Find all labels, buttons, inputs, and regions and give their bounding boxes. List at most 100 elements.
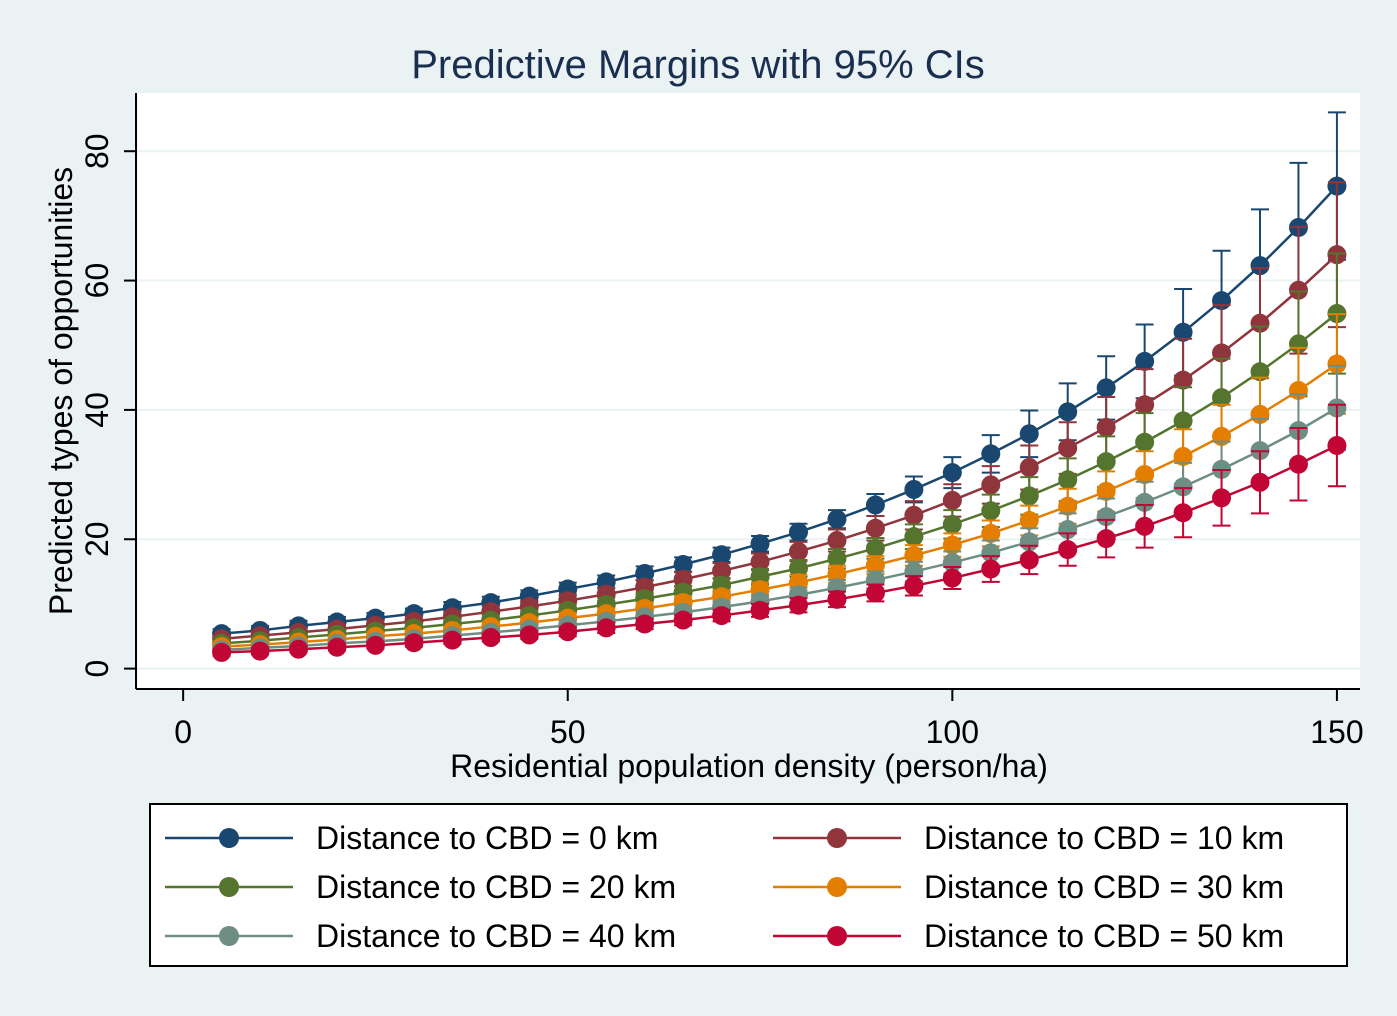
- data-point: [1096, 507, 1116, 527]
- data-point: [750, 600, 770, 620]
- data-point: [1173, 322, 1193, 342]
- x-tick-label: 0: [174, 714, 192, 750]
- data-point: [788, 522, 808, 542]
- data-point: [981, 501, 1001, 521]
- data-point: [1096, 378, 1116, 398]
- data-point: [1058, 496, 1078, 516]
- data-point: [750, 552, 770, 572]
- data-point: [1250, 472, 1270, 492]
- data-point: [827, 589, 847, 609]
- data-point: [788, 558, 808, 578]
- data-point: [904, 527, 924, 547]
- data-point: [788, 595, 808, 615]
- data-point: [1135, 516, 1155, 536]
- x-tick-label: 150: [1310, 714, 1363, 750]
- data-point: [1058, 470, 1078, 490]
- data-point: [712, 606, 732, 626]
- data-point: [865, 583, 885, 603]
- data-point: [1058, 402, 1078, 422]
- data-point: [1135, 492, 1155, 512]
- data-point: [1250, 362, 1270, 382]
- legend-marker: [219, 926, 239, 946]
- legend-label: Distance to CBD = 50 km: [924, 918, 1284, 954]
- data-point: [1019, 486, 1039, 506]
- data-point: [1019, 510, 1039, 530]
- data-point: [673, 610, 693, 630]
- data-point: [981, 559, 1001, 579]
- data-point: [1019, 424, 1039, 444]
- data-point: [1173, 446, 1193, 466]
- data-point: [1288, 454, 1308, 474]
- data-point: [788, 542, 808, 562]
- data-point: [981, 523, 1001, 543]
- data-point: [827, 509, 847, 529]
- data-point: [1212, 488, 1232, 508]
- legend-marker: [827, 926, 847, 946]
- data-point: [635, 564, 655, 584]
- data-point: [1096, 452, 1116, 472]
- y-tick-label: 20: [79, 521, 115, 557]
- data-point: [865, 555, 885, 575]
- data-point: [942, 463, 962, 483]
- data-point: [673, 554, 693, 574]
- data-point: [1019, 457, 1039, 477]
- x-tick-label: 100: [926, 714, 979, 750]
- legend-marker: [827, 828, 847, 848]
- y-tick-label: 0: [79, 660, 115, 678]
- data-point: [981, 444, 1001, 464]
- legend-item: Distance to CBD = 0 km: [165, 820, 658, 856]
- data-point: [1019, 550, 1039, 570]
- data-point: [1135, 351, 1155, 371]
- data-point: [1135, 432, 1155, 452]
- data-point: [904, 545, 924, 565]
- legend-box: [149, 803, 1348, 967]
- data-point: [1327, 354, 1347, 374]
- data-point: [904, 479, 924, 499]
- data-point: [1173, 477, 1193, 497]
- data-point: [1058, 438, 1078, 458]
- data-point: [712, 545, 732, 565]
- data-point: [904, 576, 924, 596]
- data-point: [1135, 395, 1155, 415]
- legend: Distance to CBD = 0 km Distance to CBD = …: [165, 820, 1284, 954]
- data-point: [942, 514, 962, 534]
- data-point: [289, 639, 309, 659]
- data-point: [1173, 370, 1193, 390]
- legend-label: Distance to CBD = 10 km: [924, 820, 1284, 856]
- data-point: [365, 635, 385, 655]
- legend-item: Distance to CBD = 50 km: [773, 918, 1284, 954]
- series-layer: [212, 111, 1347, 662]
- y-tick-label: 40: [79, 392, 115, 428]
- chart-title: Predictive Margins with 95% CIs: [411, 43, 985, 87]
- data-point: [1173, 411, 1193, 431]
- legend-marker: [219, 877, 239, 897]
- data-point: [750, 534, 770, 554]
- data-point: [519, 625, 539, 645]
- data-point: [1288, 280, 1308, 300]
- data-point: [865, 495, 885, 515]
- data-point: [442, 630, 462, 650]
- data-point: [1212, 343, 1232, 363]
- data-point: [481, 628, 501, 648]
- data-point: [1173, 503, 1193, 523]
- data-point: [558, 622, 578, 642]
- legend-item: Distance to CBD = 40 km: [165, 918, 676, 954]
- data-point: [865, 538, 885, 558]
- data-point: [327, 637, 347, 657]
- data-point: [712, 561, 732, 581]
- data-point: [1135, 465, 1155, 485]
- grid-lines: [137, 150, 1360, 670]
- x-axis-ticks: 0 50 100 150: [174, 689, 1364, 750]
- data-point: [1250, 313, 1270, 333]
- data-point: [827, 531, 847, 551]
- legend-item: Distance to CBD = 20 km: [165, 869, 676, 905]
- y-axis-title: Predicted types of opportunities: [43, 167, 79, 615]
- data-point: [1096, 417, 1116, 437]
- data-point: [596, 618, 616, 638]
- y-axis-ticks: 0 20 40 60 80: [79, 133, 136, 677]
- data-point: [1250, 256, 1270, 276]
- data-point: [827, 564, 847, 584]
- data-point: [865, 518, 885, 538]
- data-point: [212, 642, 232, 662]
